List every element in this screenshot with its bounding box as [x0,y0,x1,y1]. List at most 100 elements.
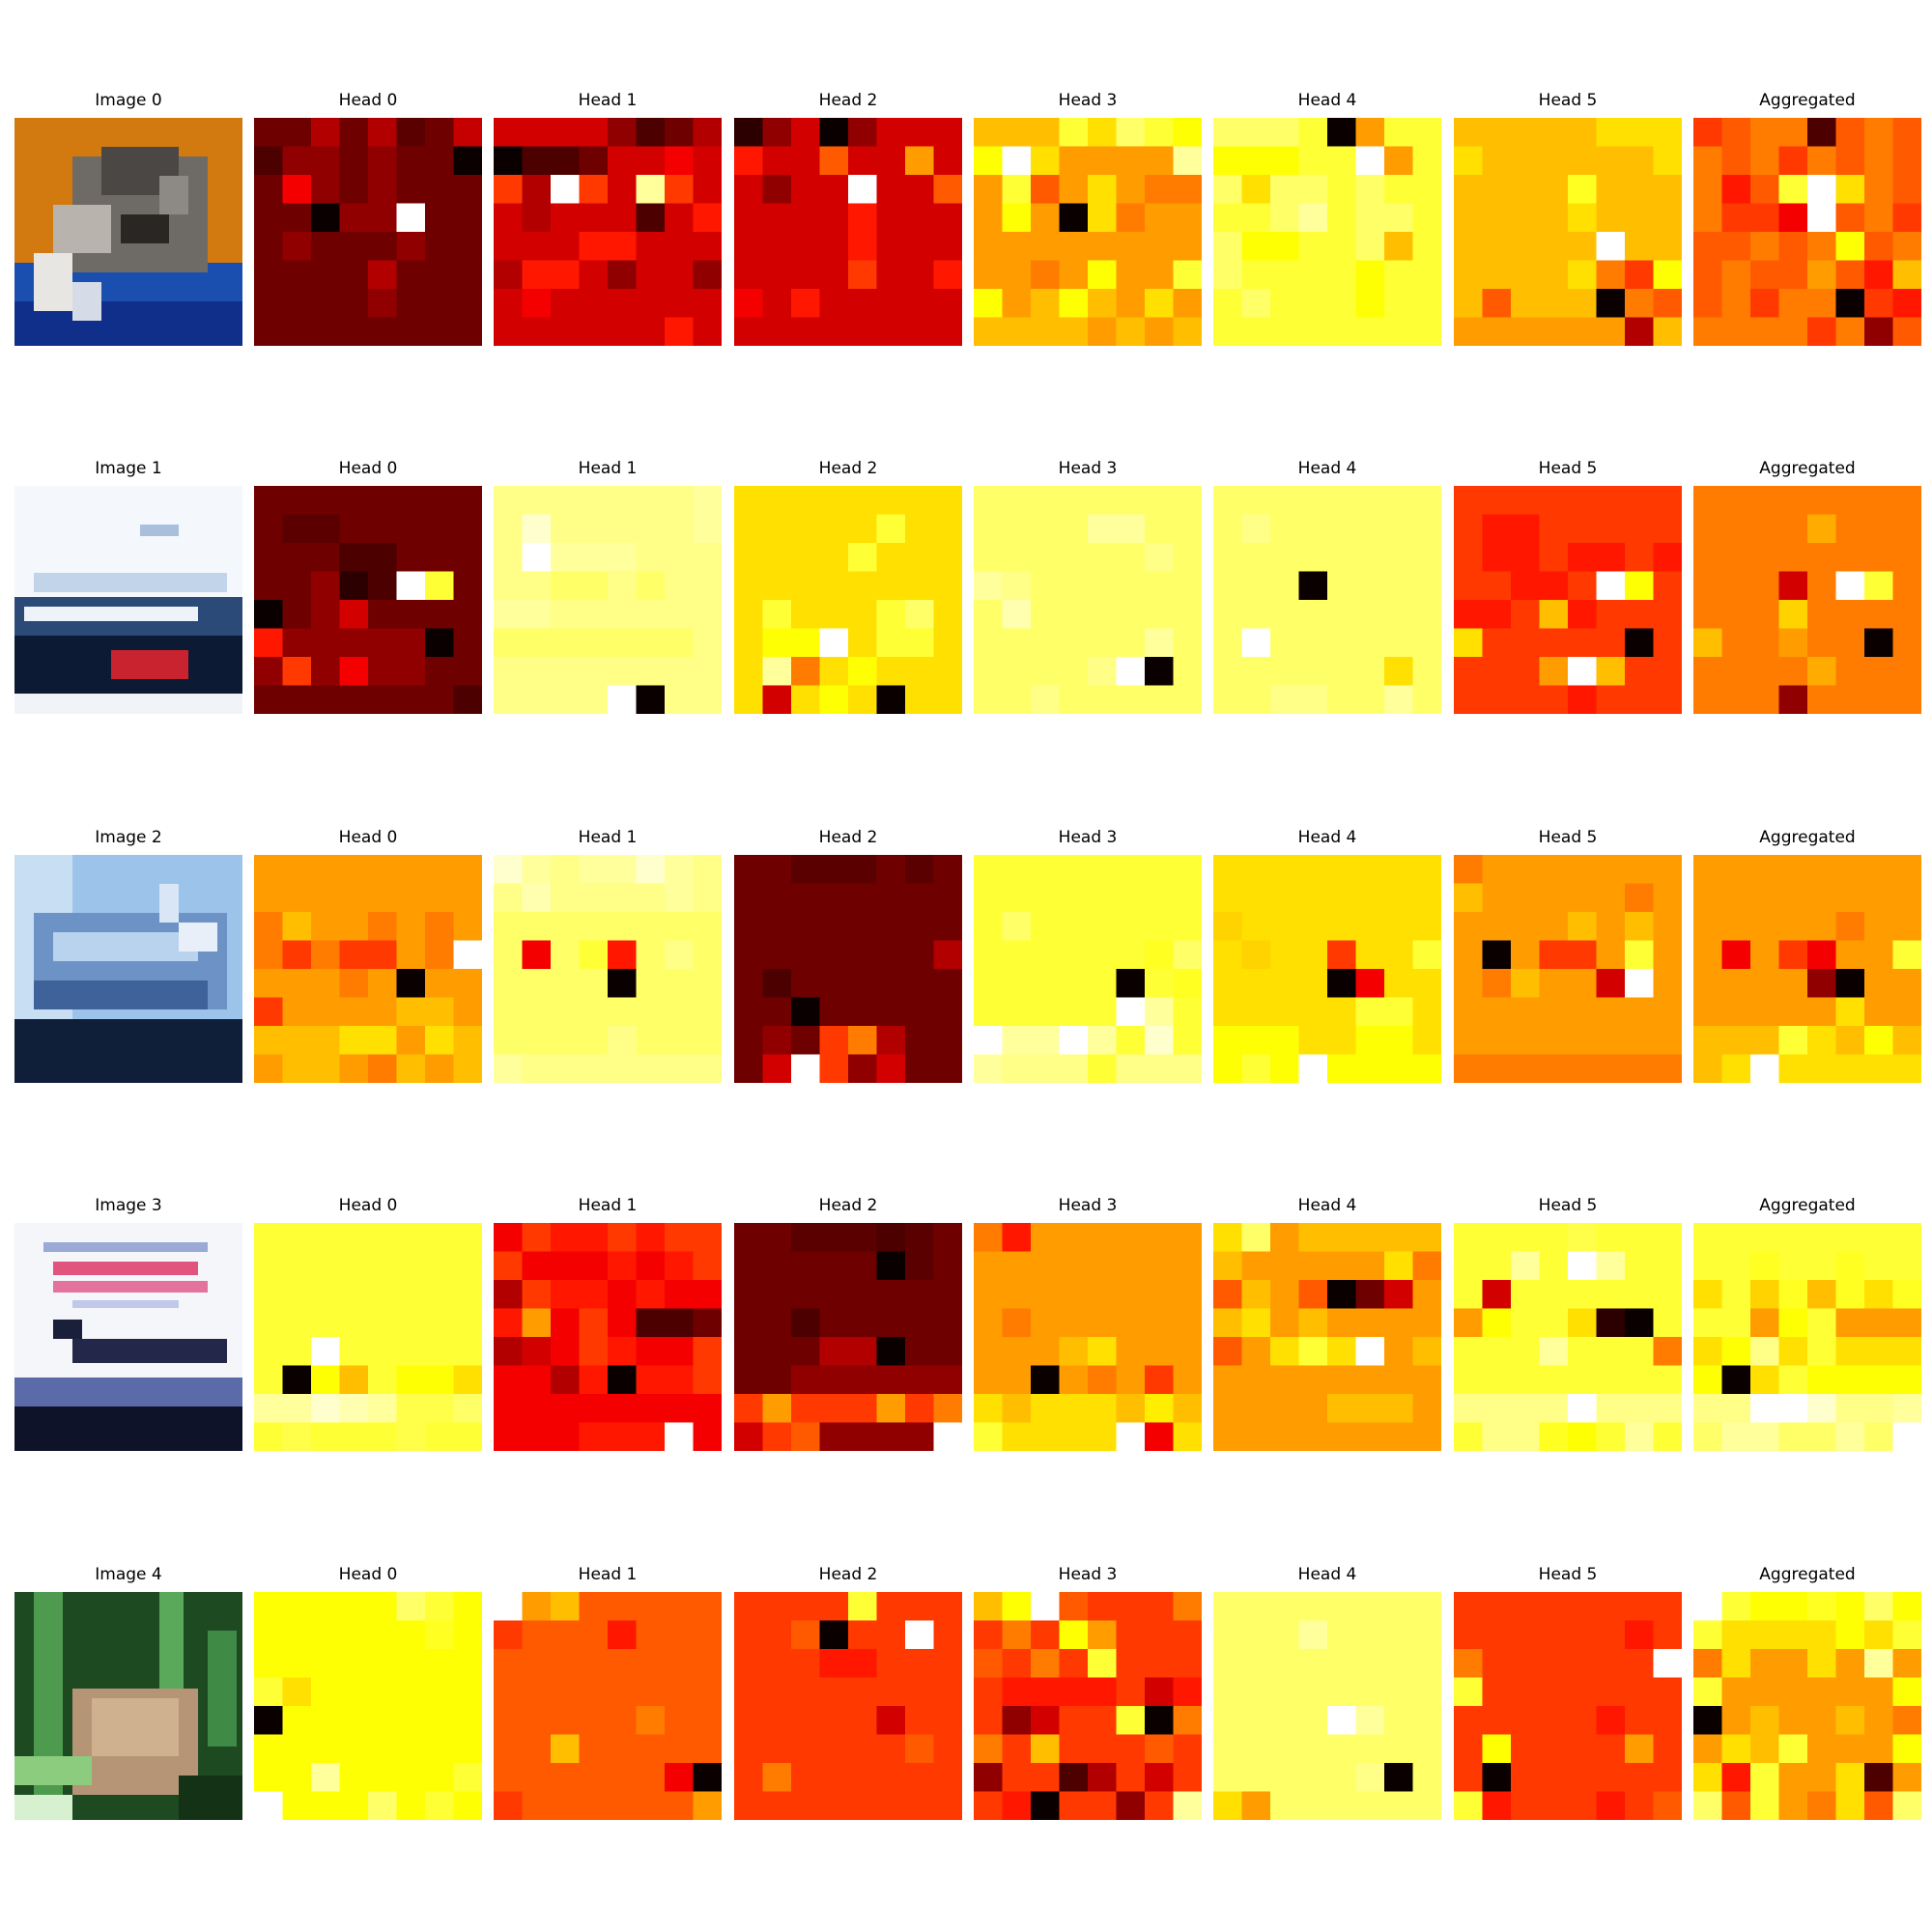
heatmap-cell [665,289,694,318]
heatmap-cell [339,1337,369,1366]
heatmap-cell [1173,1054,1202,1083]
heatmap-cell [791,969,820,998]
heatmap-cell [1653,543,1682,572]
heatmap-cell [1454,883,1483,913]
heatmap-cell [1454,260,1483,290]
heatmap-cell [905,1791,934,1820]
heatmap-cell [311,1394,340,1423]
heatmap-cell [1355,1223,1385,1252]
heatmap-cell [905,543,934,572]
heatmap-cell [636,1649,666,1678]
heatmap-cell [1864,1620,1893,1650]
heatmap-cell [1412,1026,1441,1055]
heatmap-cell [1653,1026,1682,1055]
heatmap-cell [1384,940,1413,970]
heatmap-cell [1270,317,1299,346]
heatmap-cell [522,203,552,233]
heatmap-cell [974,628,1003,658]
heatmap-cell [1653,175,1682,204]
heatmap-cell [1511,997,1540,1027]
heatmap-cell [734,289,763,318]
heatmap-cell [1778,317,1808,346]
heatmap-cell [1539,1791,1569,1820]
heatmap-cell [1412,514,1441,544]
heatmap-cell [579,1706,609,1735]
heatmap-cell [1653,628,1682,658]
heatmap-cell [848,600,877,629]
heatmap-cell [1482,232,1512,261]
heatmap-cell [1539,543,1569,572]
heatmap-cell [1568,289,1597,318]
heatmap-cell [1835,1394,1865,1423]
heatmap-cell [494,571,523,601]
heatmap-cell [1750,571,1779,601]
heatmap-cell [1835,1649,1865,1678]
heatmap-cell [1511,1280,1540,1309]
heatmap-cell [1002,289,1032,318]
heatmap-cell [1145,912,1174,941]
heatmap-cell [1173,317,1202,346]
heatmap-cell [1270,1734,1299,1764]
heatmap-cell [791,571,820,601]
heatmap-cell [1173,600,1202,629]
heatmap-cell [1355,883,1385,913]
heatmap-cell [1384,1592,1413,1621]
heatmap-cell [1511,1620,1540,1650]
heatmap-cell [1384,657,1413,686]
heatmap-cell [1059,1026,1089,1055]
heatmap-cell [819,1223,849,1252]
heatmap-cell [1298,146,1328,176]
heatmap-cell [933,1763,962,1792]
heatmap-cell [1145,203,1174,233]
heatmap-cell [1693,1026,1722,1055]
heatmap-cell [693,600,722,629]
heatmap-cell [522,1422,552,1451]
heatmap-cell [1412,1054,1441,1083]
heatmap-cell [1511,600,1540,629]
heatmap-cell [368,289,397,318]
heatmap-cell [282,571,312,601]
heatmap-cell [693,260,722,290]
heatmap-cell [905,855,934,884]
heatmap-cell [819,260,849,290]
heatmap-cell [1653,1620,1682,1650]
heatmap-cell [1327,118,1356,147]
heatmap-cell [1568,571,1597,601]
panel-title-aggregated: Aggregated [1759,459,1856,478]
heatmap-cell [1031,969,1060,998]
heatmap-cell [425,1734,454,1764]
heatmap-cell [693,1791,722,1820]
heatmap-cell [819,1054,849,1083]
heatmap-cell [1778,969,1808,998]
heatmap-cell [1596,657,1626,686]
heatmap-cell [1778,1791,1808,1820]
heatmap-cell [608,1592,637,1621]
heatmap-head-3 [974,855,1202,1083]
heatmap-cell [1539,1280,1569,1309]
heatmap-cell [551,1251,580,1281]
heatmap-cell [1482,1223,1512,1252]
heatmap-cell [368,1365,397,1395]
heatmap-cell [693,883,722,913]
heatmap-cell [1173,1337,1202,1366]
heatmap-cell [282,912,312,941]
heatmap-cell [1539,175,1569,204]
heatmap-cell [1778,175,1808,204]
heatmap-cell [1173,118,1202,147]
heatmap-cell [1568,146,1597,176]
heatmap-cell [734,146,763,176]
heatmap-cell [1173,175,1202,204]
heatmap-cell [636,685,666,714]
heatmap-cell [1892,855,1921,884]
heatmap-cell [494,514,523,544]
heatmap-cell [1807,1422,1836,1451]
heatmap-cell [1892,1251,1921,1281]
heatmap-cell [1807,1394,1836,1423]
heatmap-head-0 [254,486,482,714]
heatmap-cell [1693,486,1722,515]
heatmap-cell [1213,1365,1242,1395]
heatmap-cell [254,855,283,884]
heatmap-cell [1482,1422,1512,1451]
heatmap-cell [1482,657,1512,686]
heatmap-cell [339,912,369,941]
